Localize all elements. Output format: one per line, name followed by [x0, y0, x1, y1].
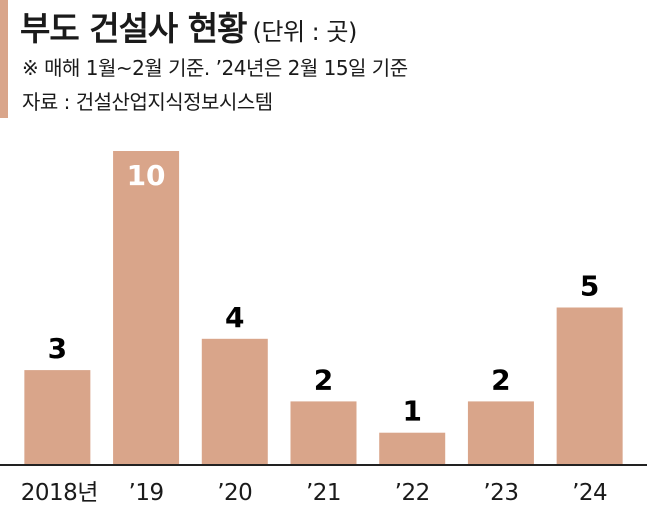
- unit-label: (단위 : 곳): [252, 18, 358, 46]
- value-label-5: 2: [491, 363, 510, 396]
- value-label-2: 4: [225, 301, 244, 334]
- bar-1: [113, 151, 180, 464]
- bar-0: [24, 370, 91, 464]
- value-label-3: 2: [314, 363, 333, 396]
- chart-note: ※ 매해 1월~2월 기준. ’24년은 2월 15일 기준: [22, 56, 408, 80]
- chart-source: 자료 : 건설산업지식정보시스템: [22, 90, 273, 114]
- tick-label-6: ’24: [572, 480, 607, 506]
- bar-3: [290, 401, 357, 464]
- bars-group: [24, 151, 623, 464]
- bar-2: [201, 338, 268, 464]
- tick-label-1: ’19: [129, 480, 164, 506]
- tick-label-2: ’20: [217, 480, 252, 506]
- value-label-6: 5: [580, 270, 599, 303]
- bar-5: [467, 401, 534, 464]
- chart-title: 부도 건설사 현황: [20, 9, 247, 48]
- bar-6: [556, 307, 623, 464]
- tick-label-0: 2018년: [21, 480, 98, 506]
- accent-bar: [0, 0, 8, 118]
- value-label-1: 10: [127, 159, 166, 192]
- bar-4: [379, 432, 446, 464]
- value-label-0: 3: [48, 332, 67, 365]
- title-line: 부도 건설사 현황 (단위 : 곳): [20, 2, 357, 50]
- tick-label-5: ’23: [483, 480, 518, 506]
- tick-labels-group: 2018년 ’19 ’20 ’21 ’22 ’23 ’24: [21, 480, 608, 506]
- tick-label-4: ’22: [395, 480, 430, 506]
- value-label-4: 1: [402, 395, 421, 428]
- value-labels-group: 3 10 4 2 1 2 5: [48, 159, 600, 428]
- tick-label-3: ’21: [306, 480, 341, 506]
